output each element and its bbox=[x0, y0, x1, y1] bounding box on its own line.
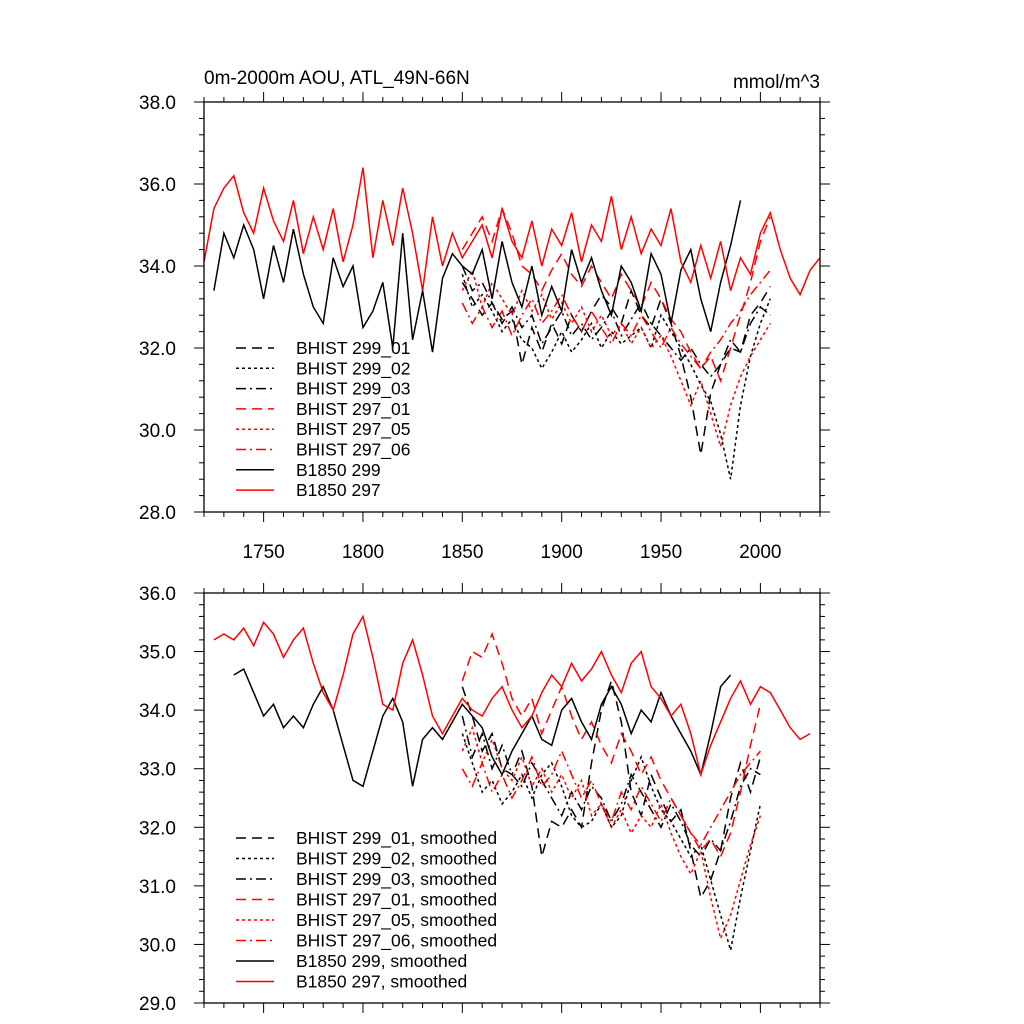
series-layer bbox=[213, 614, 811, 951]
x-tick-label: 1950 bbox=[640, 542, 682, 563]
legend-label: B1850 299, smoothed bbox=[296, 951, 467, 971]
series-line-bhist-297-06-smoothed bbox=[461, 749, 761, 847]
legend-label: B1850 297, smoothed bbox=[296, 972, 467, 992]
series-line-b1850-299-smoothed bbox=[233, 668, 732, 788]
y-tick-label: 33.0 bbox=[139, 760, 176, 781]
legend-label: BHIST 297_05 bbox=[296, 419, 410, 440]
plot-frame bbox=[203, 592, 821, 1004]
chart-title: 0m-2000m AOU, ATL_49N-66N bbox=[204, 68, 470, 89]
legend-label: BHIST 297_06 bbox=[296, 440, 410, 461]
legend-label: BHIST 299_01, smoothed bbox=[296, 828, 497, 849]
series-line-bhist-299-02 bbox=[461, 273, 771, 480]
y-tick-label: 28.0 bbox=[139, 503, 176, 524]
bottom-chart: 29.0 30.0 31.0 32.0 33.0 34.0 35.0 36.0 BHIST 2… bbox=[139, 583, 830, 1015]
series-line-b1850-299 bbox=[213, 200, 742, 353]
series-line-bhist-297-01 bbox=[461, 206, 771, 384]
y-tick-label: 30.0 bbox=[139, 935, 176, 956]
x-tick-label: 1800 bbox=[342, 542, 384, 563]
y-tick-label: 36.0 bbox=[139, 584, 176, 605]
legend-label: BHIST 297_05, smoothed bbox=[296, 910, 497, 931]
series-line-bhist-297-05-smoothed bbox=[461, 725, 762, 941]
x-tick-label: 1850 bbox=[441, 542, 483, 563]
top-chart: 0m-2000m AOU, ATL_49N-66N mmol/m^3 1750 1… bbox=[139, 68, 830, 563]
y-tick-label: 30.0 bbox=[139, 421, 176, 442]
legend-label: BHIST 297_01 bbox=[296, 399, 410, 420]
series-line-bhist-297-06 bbox=[461, 269, 771, 370]
legend-label: BHIST 299_03 bbox=[296, 379, 410, 400]
y-tick-label: 31.0 bbox=[139, 877, 176, 898]
legend-label: B1850 297 bbox=[296, 480, 381, 500]
y-tick-label: 38.0 bbox=[139, 93, 176, 114]
series-line-b1850-297-smoothed bbox=[213, 614, 811, 778]
legend-label: BHIST 297_01, smoothed bbox=[296, 890, 497, 911]
legend-label: BHIST 299_01 bbox=[296, 338, 410, 359]
y-tick-label: 34.0 bbox=[139, 257, 176, 278]
units-label: mmol/m^3 bbox=[733, 72, 820, 93]
axes: 1750 1800 1850 1900 1950 2000 28.0 30.0 32.0 34.0… bbox=[139, 92, 830, 563]
legend-label: BHIST 299_02, smoothed bbox=[296, 849, 497, 870]
y-tick-label: 29.0 bbox=[139, 994, 176, 1015]
y-tick-label: 32.0 bbox=[139, 339, 176, 360]
series-line-bhist-299-03-smoothed bbox=[461, 715, 761, 858]
series-line-b1850-297 bbox=[204, 167, 820, 297]
series-line-bhist-299-03 bbox=[461, 265, 771, 378]
y-tick-label: 35.0 bbox=[139, 643, 176, 664]
series-line-bhist-297-01-smoothed bbox=[461, 631, 762, 859]
axes: 29.0 30.0 31.0 32.0 33.0 34.0 35.0 36.0 bbox=[139, 583, 830, 1015]
legend-label: BHIST 299_03, smoothed bbox=[296, 869, 497, 890]
legend-label: B1850 299 bbox=[296, 460, 381, 480]
x-tick-label: 1900 bbox=[541, 542, 583, 563]
legend-label: BHIST 297_06, smoothed bbox=[296, 931, 497, 952]
x-tick-label: 1750 bbox=[242, 542, 284, 563]
y-tick-label: 36.0 bbox=[139, 175, 176, 196]
legend-label: BHIST 299_02 bbox=[296, 358, 410, 379]
plot-frame bbox=[203, 101, 821, 513]
y-tick-label: 34.0 bbox=[139, 701, 176, 722]
series-line-bhist-297-05 bbox=[461, 267, 771, 450]
series-line-bhist-299-01 bbox=[461, 282, 771, 455]
y-tick-label: 32.0 bbox=[139, 818, 176, 839]
x-tick-label: 2000 bbox=[739, 542, 781, 563]
series-layer bbox=[204, 167, 820, 480]
